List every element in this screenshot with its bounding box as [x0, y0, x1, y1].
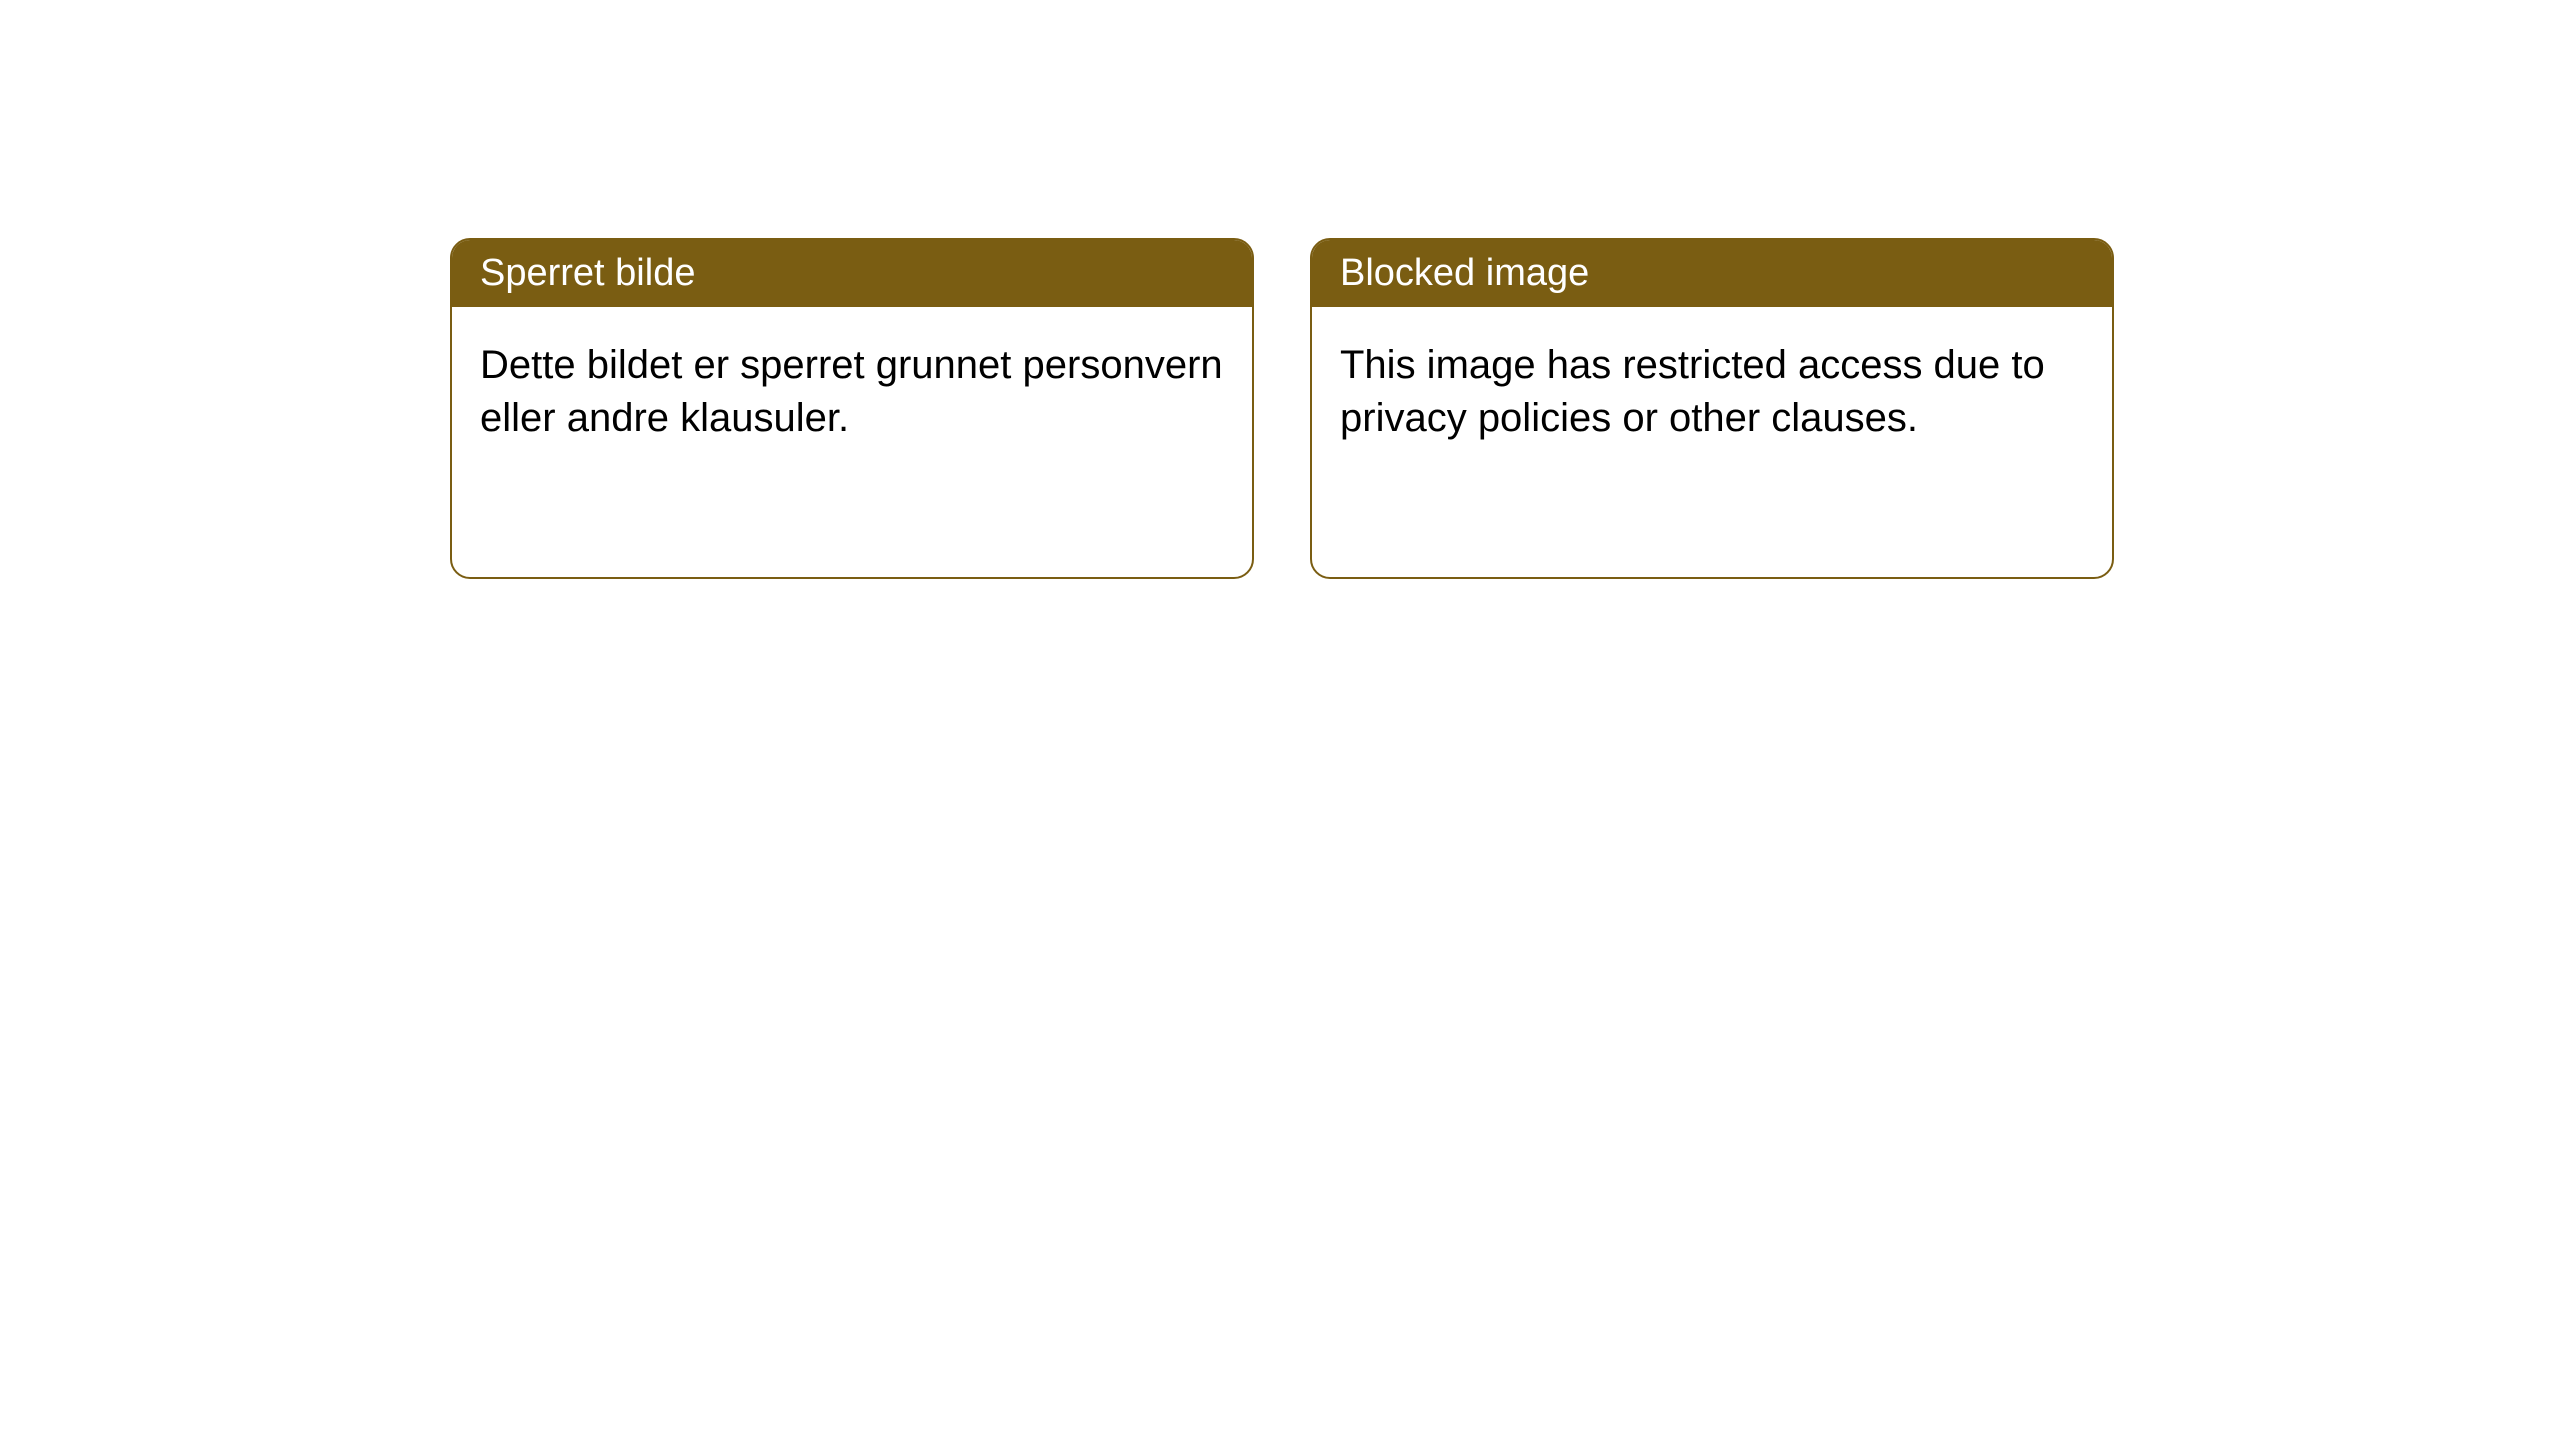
notice-card-norwegian: Sperret bilde Dette bildet er sperret gr… [450, 238, 1254, 579]
notice-cards-row: Sperret bilde Dette bildet er sperret gr… [450, 238, 2114, 579]
card-header-english: Blocked image [1312, 240, 2112, 307]
notice-card-english: Blocked image This image has restricted … [1310, 238, 2114, 579]
card-body-norwegian: Dette bildet er sperret grunnet personve… [452, 307, 1252, 577]
card-body-english: This image has restricted access due to … [1312, 307, 2112, 577]
card-header-norwegian: Sperret bilde [452, 240, 1252, 307]
